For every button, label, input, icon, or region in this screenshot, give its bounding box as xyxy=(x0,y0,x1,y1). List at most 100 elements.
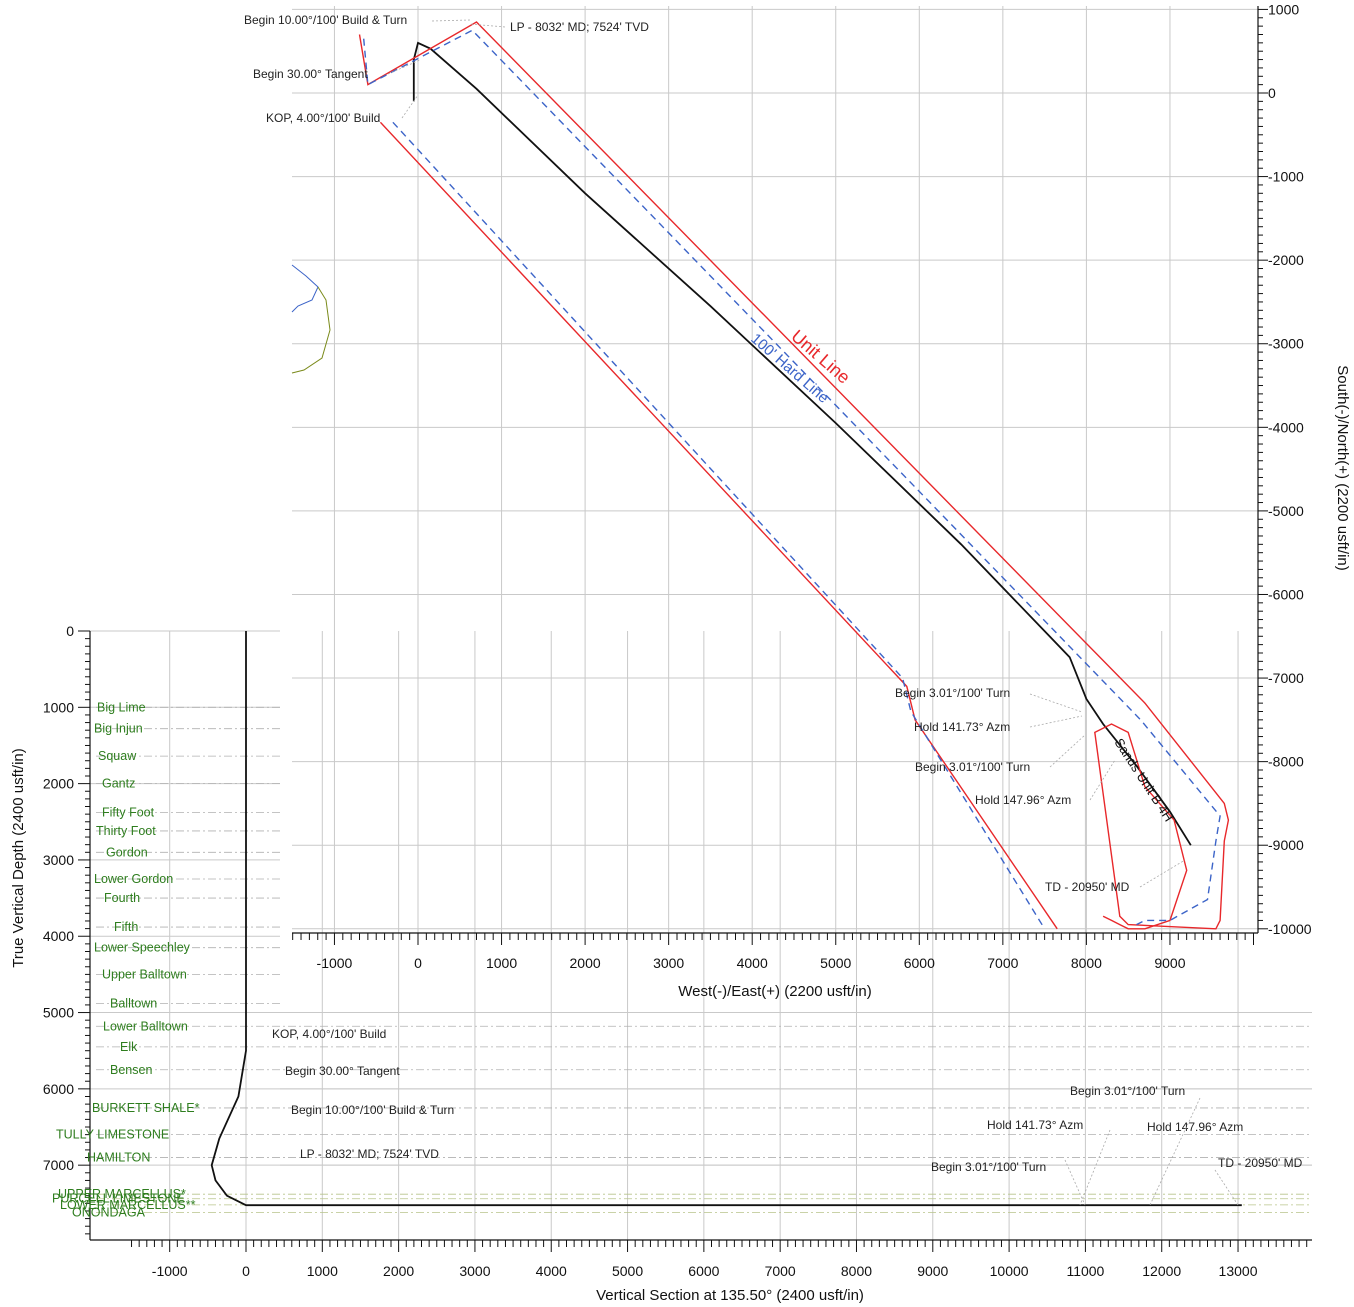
plan-view-grid xyxy=(292,6,1258,933)
formation-label: BURKETT SHALE* xyxy=(92,1101,200,1115)
formation-label: Thirty Foot xyxy=(96,824,156,838)
vs-annotation-label: TD - 20950' MD xyxy=(1218,1156,1303,1170)
plan-x-tick-label: 7000 xyxy=(987,955,1018,971)
vs-annotation-label: Hold 147.96° Azm xyxy=(1147,1120,1243,1134)
vs-y-tick-label: 4000 xyxy=(43,928,74,944)
formation-label: HAMILTON xyxy=(87,1151,150,1165)
vs-annotation-leader xyxy=(1079,1129,1111,1206)
plan-x-tick-label: 4000 xyxy=(737,955,768,971)
plan-annotation-label: Begin 10.00°/100' Build & Turn xyxy=(244,13,407,27)
plan-series-line xyxy=(358,21,1230,930)
vs-x-tick-label: 7000 xyxy=(765,1263,796,1279)
plan-annotation-leader xyxy=(1029,715,1083,728)
formation-label: Fifty Foot xyxy=(102,806,155,820)
plan-y-tick-label: -10000 xyxy=(1268,921,1312,937)
plan-x-tick-label: 2000 xyxy=(570,955,601,971)
plan-y-tick-label: -2000 xyxy=(1268,252,1304,268)
plan-x-tick-label: -1000 xyxy=(317,955,353,971)
vs-y-tick-label: 0 xyxy=(66,623,74,639)
formation-label: Lower Balltown xyxy=(103,1019,188,1033)
formation-label: Elk xyxy=(120,1040,138,1054)
plan-annotation-label: Begin 3.01°/100' Turn xyxy=(915,760,1030,774)
vs-y-tick-label: 6000 xyxy=(43,1081,74,1097)
plan-annotation-label: Begin 30.00° Tangent xyxy=(253,67,368,81)
plan-y-tick-label: 0 xyxy=(1268,85,1276,101)
plan-annotation-leader xyxy=(1029,693,1083,713)
formation-label: UPPER MARCELLUS* xyxy=(58,1187,186,1201)
plan-annotation-leader xyxy=(431,19,471,22)
plan-annotation-leader xyxy=(401,94,419,119)
formation-label: Squaw xyxy=(98,749,137,763)
vs-x-tick-label: 9000 xyxy=(917,1263,948,1279)
plan-x-tick-label: 1000 xyxy=(486,955,517,971)
formation-label: Bensen xyxy=(110,1063,152,1077)
vs-annotation-label: Begin 3.01°/100' Turn xyxy=(931,1160,1046,1174)
formation-label: Fifth xyxy=(114,920,138,934)
vs-x-tick-label: 11000 xyxy=(1066,1263,1104,1279)
lease-outline-blue xyxy=(291,264,319,313)
formation-label: Big Injun xyxy=(94,722,143,736)
vs-x-tick-label: 8000 xyxy=(841,1263,872,1279)
vs-annotation-leader xyxy=(1214,1169,1239,1206)
formation-label: Lower Speechley xyxy=(94,941,191,955)
formation-label: Lower Gordon xyxy=(94,872,173,886)
plan-annotation-label: KOP, 4.00°/100' Build xyxy=(266,111,380,125)
plan-view-series xyxy=(291,21,1230,930)
plan-series-line xyxy=(363,29,1221,926)
plan-x-axis-title: West(-)/East(+) (2200 usft/in) xyxy=(678,983,872,1000)
vs-x-tick-label: 0 xyxy=(242,1263,250,1279)
plan-x-tick-label: 6000 xyxy=(904,955,935,971)
vs-annotation-label: Hold 141.73° Azm xyxy=(987,1118,1083,1132)
plan-annotation-leader xyxy=(1049,734,1086,768)
plan-view-axes: -1000 0 1000 2000 3000 4000 5000 6000 7000 8000 90… xyxy=(292,1,1312,971)
vs-annotation-label: KOP, 4.00°/100' Build xyxy=(272,1027,386,1041)
plan-series-line xyxy=(412,41,1192,846)
vs-annotation-label: Begin 30.00° Tangent xyxy=(285,1064,400,1078)
vs-annotation-leader xyxy=(1064,1159,1086,1206)
vs-x-tick-label: 5000 xyxy=(612,1263,643,1279)
vs-y-tick-label: 5000 xyxy=(43,1005,74,1021)
plan-annotation-label: TD - 20950' MD xyxy=(1045,880,1130,894)
plan-y-tick-label: 1000 xyxy=(1268,1,1299,17)
vertical-section-annotations: Big Lime Big Injun Squaw Gantz Fifty Foot Thi… xyxy=(52,700,1303,1219)
plan-annotation-leader xyxy=(387,59,421,75)
vs-x-tick-label: -1000 xyxy=(152,1263,188,1279)
plan-x-tick-label: 5000 xyxy=(820,955,851,971)
vs-x-axis-title: Vertical Section at 135.50° (2400 usft/i… xyxy=(596,1287,864,1304)
lease-outline-green xyxy=(291,286,331,374)
formation-label: PURCELL LIMESTONE xyxy=(52,1192,185,1206)
vs-annotation-label: Begin 10.00°/100' Build & Turn xyxy=(291,1103,454,1117)
plan-y-axis-title: South(-)/North(+) (2200 usft/in) xyxy=(1334,365,1351,571)
plan-annotation-label: Begin 3.01°/100' Turn xyxy=(895,686,1010,700)
plan-annotation-leader xyxy=(469,23,506,28)
plan-y-tick-label: -1000 xyxy=(1268,169,1304,185)
formation-label: Big Lime xyxy=(97,700,146,714)
vs-y-tick-label: 1000 xyxy=(43,699,74,715)
vs-y-tick-label: 2000 xyxy=(43,776,74,792)
vertical-section-series xyxy=(210,631,1242,1207)
plan-annotation-label: LP - 8032' MD; 7524' TVD xyxy=(510,20,649,34)
plan-x-tick-label: 9000 xyxy=(1154,955,1185,971)
vs-x-tick-label: 6000 xyxy=(688,1263,719,1279)
vs-annotation-leader xyxy=(1149,1097,1201,1206)
plan-y-tick-label: -6000 xyxy=(1268,586,1304,602)
plan-annotation-label: Hold 147.96° Azm xyxy=(975,793,1071,807)
vs-wellpath-line xyxy=(210,631,1242,1207)
plan-x-tick-label: 3000 xyxy=(653,955,684,971)
vertical-section-axes: -1000 0 1000 2000 3000 4000 5000 6000 7000 8000 90… xyxy=(43,623,1312,1279)
formation-label: TULLY LIMESTONE xyxy=(56,1128,169,1142)
vs-x-tick-label: 4000 xyxy=(536,1263,567,1279)
vs-x-tick-label: 13000 xyxy=(1219,1263,1258,1279)
vertical-section-grid xyxy=(90,630,1312,1240)
vs-y-axis-title: True Vertical Depth (2400 usft/in) xyxy=(10,748,27,968)
plan-y-tick-label: -4000 xyxy=(1268,419,1304,435)
formation-label: LOWER MARCELLUS** xyxy=(60,1198,196,1212)
formation-label: ONONDAGA xyxy=(72,1205,146,1219)
plan-annotation-label: Hold 141.73° Azm xyxy=(914,720,1010,734)
plan-y-tick-label: -9000 xyxy=(1268,837,1304,853)
vs-x-tick-label: 1000 xyxy=(307,1263,338,1279)
vs-x-tick-label: 3000 xyxy=(459,1263,490,1279)
plan-series-line xyxy=(392,121,1046,930)
formation-label: Gordon xyxy=(106,845,148,859)
